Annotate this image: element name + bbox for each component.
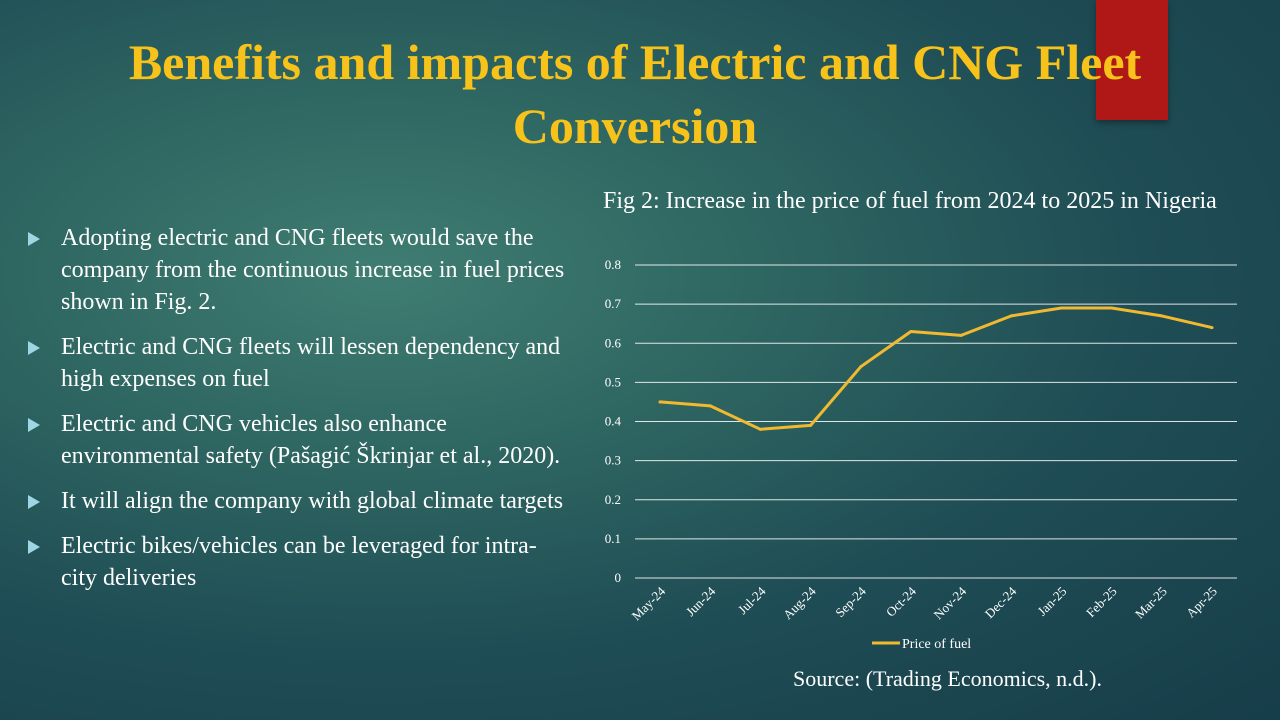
source-citation: Source: (Trading Economics, n.d.). (793, 666, 1102, 691)
fuel-price-line-chart: 0 0.1 0.2 0.3 0.4 0.5 0.6 0.7 0.8 May-24 Jun-24 Jul… (605, 257, 1237, 652)
data-point (859, 365, 863, 369)
x-tick-label: Sep-24 (832, 583, 869, 620)
data-point (1160, 314, 1164, 318)
bullet-list: Adopting electric and CNG fleets would s… (26, 222, 566, 607)
red-accent-bar (1096, 0, 1168, 120)
x-tick-label: Mar-25 (1132, 584, 1170, 622)
bullet-arrow-icon (28, 341, 40, 355)
bullet-text: Adopting electric and CNG fleets would s… (61, 225, 565, 315)
y-tick-label: 0.3 (605, 453, 621, 468)
y-tick-label: 0.2 (605, 492, 621, 507)
legend-label: Price of fuel (902, 637, 971, 652)
x-tick-label: Jul-24 (735, 583, 769, 617)
y-tick-label: 0.5 (605, 374, 621, 389)
bullet-item: Electric and CNG fleets will lessen depe… (26, 331, 566, 395)
data-point (959, 333, 963, 337)
bullet-item: Electric and CNG vehicles also enhance e… (26, 408, 566, 472)
figure-title: Fig 2: Increase in the price of fuel fro… (603, 188, 1217, 214)
x-tick-label: Jan-25 (1034, 584, 1069, 619)
bullet-text: Electric and CNG vehicles also enhance e… (61, 411, 561, 469)
data-point (909, 330, 913, 334)
x-tick-label: Aug-24 (780, 583, 819, 622)
y-tick-label: 0 (615, 570, 622, 585)
y-tick-label: 0.4 (605, 414, 622, 429)
x-tick-label: Jun-24 (683, 583, 719, 619)
data-point (1009, 314, 1013, 318)
bullet-arrow-icon (28, 540, 40, 554)
x-tick-label: Oct-24 (883, 583, 919, 619)
x-tick-label: Nov-24 (931, 583, 970, 622)
data-point (758, 427, 762, 431)
bullet-item: It will align the company with global cl… (26, 485, 566, 517)
x-tick-label: Feb-25 (1083, 584, 1120, 621)
data-point (809, 423, 813, 427)
data-point (1110, 306, 1114, 310)
bullet-text: It will align the company with global cl… (61, 488, 564, 514)
bullet-text: Electric bikes/vehicles can be leveraged… (61, 533, 537, 591)
data-point (708, 404, 712, 408)
bullet-arrow-icon (28, 495, 40, 509)
data-point (658, 400, 662, 404)
series-line (658, 306, 1214, 431)
data-point (1210, 326, 1214, 330)
x-tick-label: Dec-24 (982, 583, 1020, 621)
x-tick-label: Apr-25 (1183, 584, 1220, 621)
slide-title: Benefits and impacts of Electric and CNG… (128, 34, 1142, 154)
bullet-item: Electric bikes/vehicles can be leveraged… (26, 530, 566, 594)
data-point (1059, 306, 1063, 310)
y-tick-label: 0.6 (605, 335, 622, 350)
y-tick-label: 0.7 (605, 296, 622, 311)
y-tick-label: 0.1 (605, 531, 621, 546)
bullet-text: Electric and CNG fleets will lessen depe… (61, 334, 561, 392)
bullet-arrow-icon (28, 418, 40, 432)
y-tick-label: 0.8 (605, 257, 621, 272)
x-tick-label: May-24 (628, 583, 668, 623)
bullet-arrow-icon (28, 232, 40, 246)
bullet-item: Adopting electric and CNG fleets would s… (26, 222, 566, 318)
